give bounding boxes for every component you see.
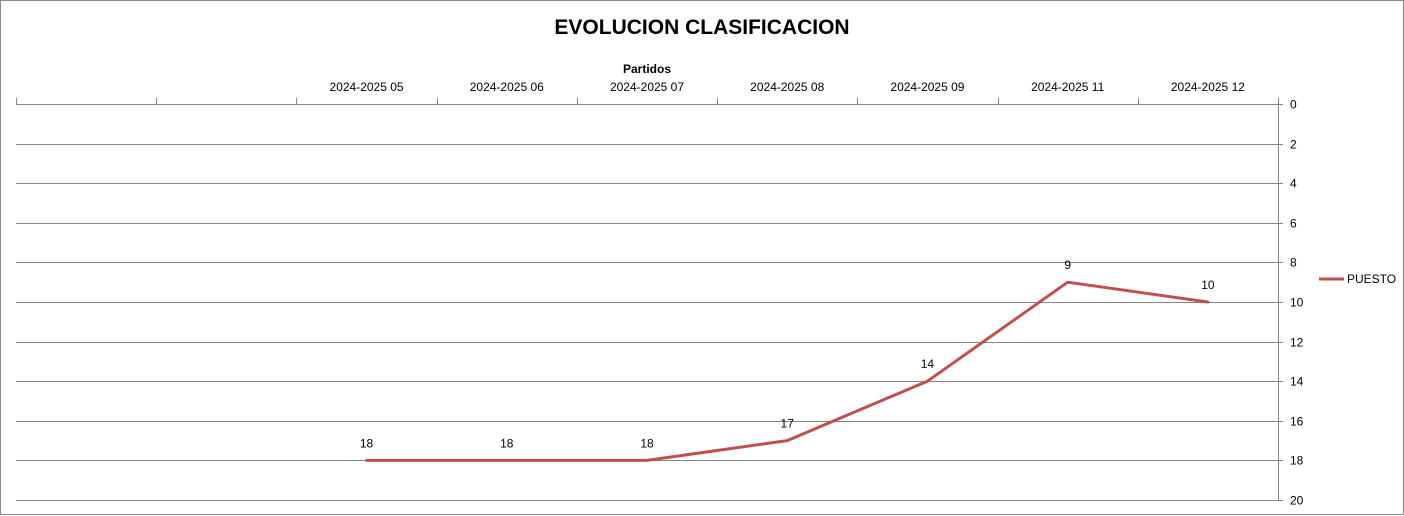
series-line-puesto xyxy=(365,280,1210,462)
y-tick-label: 12 xyxy=(1290,336,1304,350)
y-tick-label: 16 xyxy=(1290,415,1304,429)
chart-title: EVOLUCION CLASIFICACION xyxy=(554,16,849,39)
legend: PUESTO xyxy=(1319,272,1396,286)
y-tick-label: 14 xyxy=(1290,375,1304,389)
y-tick-label: 20 xyxy=(1290,494,1304,508)
legend-label: PUESTO xyxy=(1347,272,1396,286)
x-tick-label: 2024-2025 09 xyxy=(890,80,964,94)
data-labels: 18 18 18 17 14 9 10 xyxy=(360,258,1215,450)
y-tick-label: 4 xyxy=(1290,177,1297,191)
y-tick-label: 10 xyxy=(1290,296,1304,310)
y-tick-label: 8 xyxy=(1290,256,1297,270)
y-tick-label: 2 xyxy=(1290,138,1297,152)
series-layer xyxy=(365,280,1210,462)
x-tick-label: 2024-2025 06 xyxy=(470,80,544,94)
y-tick-label: 18 xyxy=(1290,454,1304,468)
data-label: 18 xyxy=(640,436,654,450)
data-label: 9 xyxy=(1064,258,1071,272)
x-axis-title: Partidos xyxy=(623,62,671,76)
y-tick-label: 0 xyxy=(1290,98,1297,112)
data-label: 14 xyxy=(921,357,935,371)
data-label: 17 xyxy=(781,417,795,431)
gridlines xyxy=(16,104,1278,501)
data-label: 18 xyxy=(500,436,514,450)
axes: 0 2 4 6 8 10 12 14 16 18 20 2024-2025 05 2024-2025 0… xyxy=(16,80,1304,508)
x-tick-label: 2024-2025 08 xyxy=(750,80,824,94)
x-tick-label: 2024-2025 05 xyxy=(330,80,404,94)
x-tick-label: 2024-2025 12 xyxy=(1171,80,1245,94)
y-tick-label: 6 xyxy=(1290,217,1297,231)
x-tick-label: 2024-2025 07 xyxy=(610,80,684,94)
x-tick-label: 2024-2025 11 xyxy=(1031,80,1105,94)
data-label: 18 xyxy=(360,436,374,450)
data-label: 10 xyxy=(1201,278,1215,292)
